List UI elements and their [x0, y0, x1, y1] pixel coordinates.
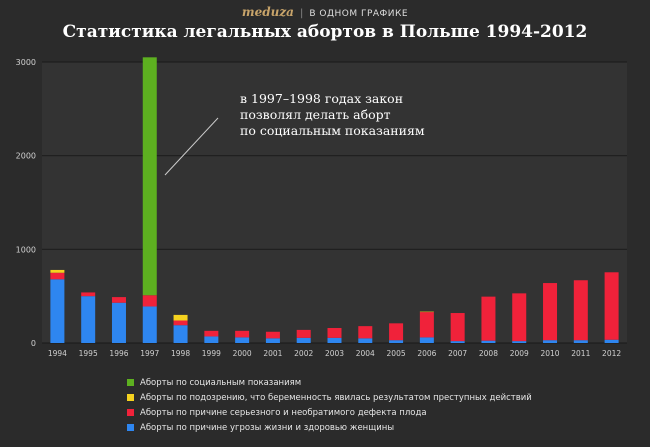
y-tick-label: 2000: [16, 152, 36, 161]
bar-segment: [173, 320, 188, 326]
bar-segment: [573, 340, 588, 343]
bar-segment: [142, 306, 157, 343]
bar-segment: [327, 337, 342, 343]
bar-segment: [389, 323, 404, 341]
plot-area: [42, 62, 627, 343]
x-tick-label: 2010: [540, 349, 559, 358]
bar-segment: [512, 293, 527, 342]
legend-item: Аборты по причине серьезного и необратим…: [127, 405, 532, 420]
bar-segment: [389, 340, 404, 343]
x-tick-label: 1997: [140, 349, 159, 358]
x-tick-label: 2008: [479, 349, 498, 358]
legend-item: Аборты по причине угрозы жизни и здоровь…: [127, 420, 532, 435]
x-tick-label: 1998: [171, 349, 190, 358]
bar-segment: [265, 338, 280, 343]
legend-swatch: [127, 394, 134, 401]
bar-segment: [419, 312, 434, 338]
x-tick-label: 2006: [417, 349, 436, 358]
x-tick-label: 2011: [571, 349, 590, 358]
x-tick-label: 2005: [387, 349, 406, 358]
bar-segment: [604, 272, 619, 340]
x-tick-label: 2004: [356, 349, 375, 358]
bar-segment: [358, 338, 373, 343]
bar-segment: [50, 272, 65, 280]
y-tick-label: 1000: [16, 245, 36, 254]
bar-segment: [327, 328, 342, 338]
x-tick-label: 2009: [510, 349, 529, 358]
x-tick-label: 2000: [233, 349, 252, 358]
bar-segment: [204, 336, 219, 343]
section-label: В ОДНОМ ГРАФИКЕ: [309, 9, 409, 19]
bar-segment: [512, 341, 527, 343]
x-tick-label: 2007: [448, 349, 467, 358]
bar-segment: [235, 330, 250, 338]
bar-segment: [481, 296, 496, 341]
bar-segment: [81, 296, 96, 343]
bar-segment: [204, 330, 219, 337]
legend-swatch: [127, 379, 134, 386]
chart-title: Статистика легальных абортов в Польше 19…: [62, 22, 588, 42]
x-tick-label: 1999: [202, 349, 221, 358]
y-tick-label: 0: [31, 339, 36, 348]
bar-segment: [296, 329, 311, 338]
legend-label: Аборты по социальным показаниям: [140, 377, 302, 388]
bar-segment: [142, 295, 157, 307]
x-tick-label: 1995: [79, 349, 98, 358]
bar-segment: [543, 340, 558, 343]
x-tick-label: 2001: [263, 349, 282, 358]
annotation-text-line: по социальным показаниям: [240, 123, 425, 138]
bar-segment: [543, 283, 558, 341]
brand-header: meduza | В ОДНОМ ГРАФИКЕ: [0, 5, 650, 19]
chart-legend: Аборты по социальным показаниям Аборты по…: [127, 375, 532, 435]
bar-segment: [50, 269, 65, 273]
x-tick-label: 2003: [325, 349, 344, 358]
bar-segment: [111, 302, 126, 343]
legend-swatch: [127, 409, 134, 416]
legend-label: Аборты по подозрению, что беременность я…: [140, 392, 532, 403]
bar-segment: [604, 339, 619, 343]
y-tick-label: 3000: [16, 58, 36, 67]
bar-segment: [142, 57, 157, 296]
x-tick-label: 2002: [294, 349, 313, 358]
bar-segment: [235, 337, 250, 343]
x-tick-label: 1994: [48, 349, 67, 358]
bar-segment: [111, 297, 126, 303]
bar-segment: [173, 325, 188, 343]
bar-segment: [450, 313, 465, 342]
bar-segment: [296, 337, 311, 343]
annotation-text-line: позволял делать аборт: [240, 107, 391, 122]
brand-separator: |: [299, 8, 304, 19]
legend-item: Аборты по подозрению, что беременность я…: [127, 390, 532, 405]
bar-segment: [419, 337, 434, 343]
bar-segment: [481, 340, 496, 343]
meduza-logo: meduza: [241, 5, 294, 19]
legend-item: Аборты по социальным показаниям: [127, 375, 532, 390]
legend-swatch: [127, 424, 134, 431]
bar-segment: [573, 280, 588, 341]
bar-segment: [358, 326, 373, 339]
annotation-pointer: [164, 117, 219, 176]
x-tick-label: 2012: [602, 349, 621, 358]
bar-segment: [265, 331, 280, 339]
x-tick-label: 1996: [109, 349, 128, 358]
bar-segment: [450, 341, 465, 343]
bar-segment: [50, 279, 65, 343]
legend-label: Аборты по причине серьезного и необратим…: [140, 407, 427, 418]
bar-segment: [173, 314, 188, 321]
legend-label: Аборты по причине угрозы жизни и здоровь…: [140, 422, 395, 433]
bar-segment: [81, 292, 96, 297]
annotation-text-line: в 1997–1998 годах закон: [240, 91, 403, 106]
